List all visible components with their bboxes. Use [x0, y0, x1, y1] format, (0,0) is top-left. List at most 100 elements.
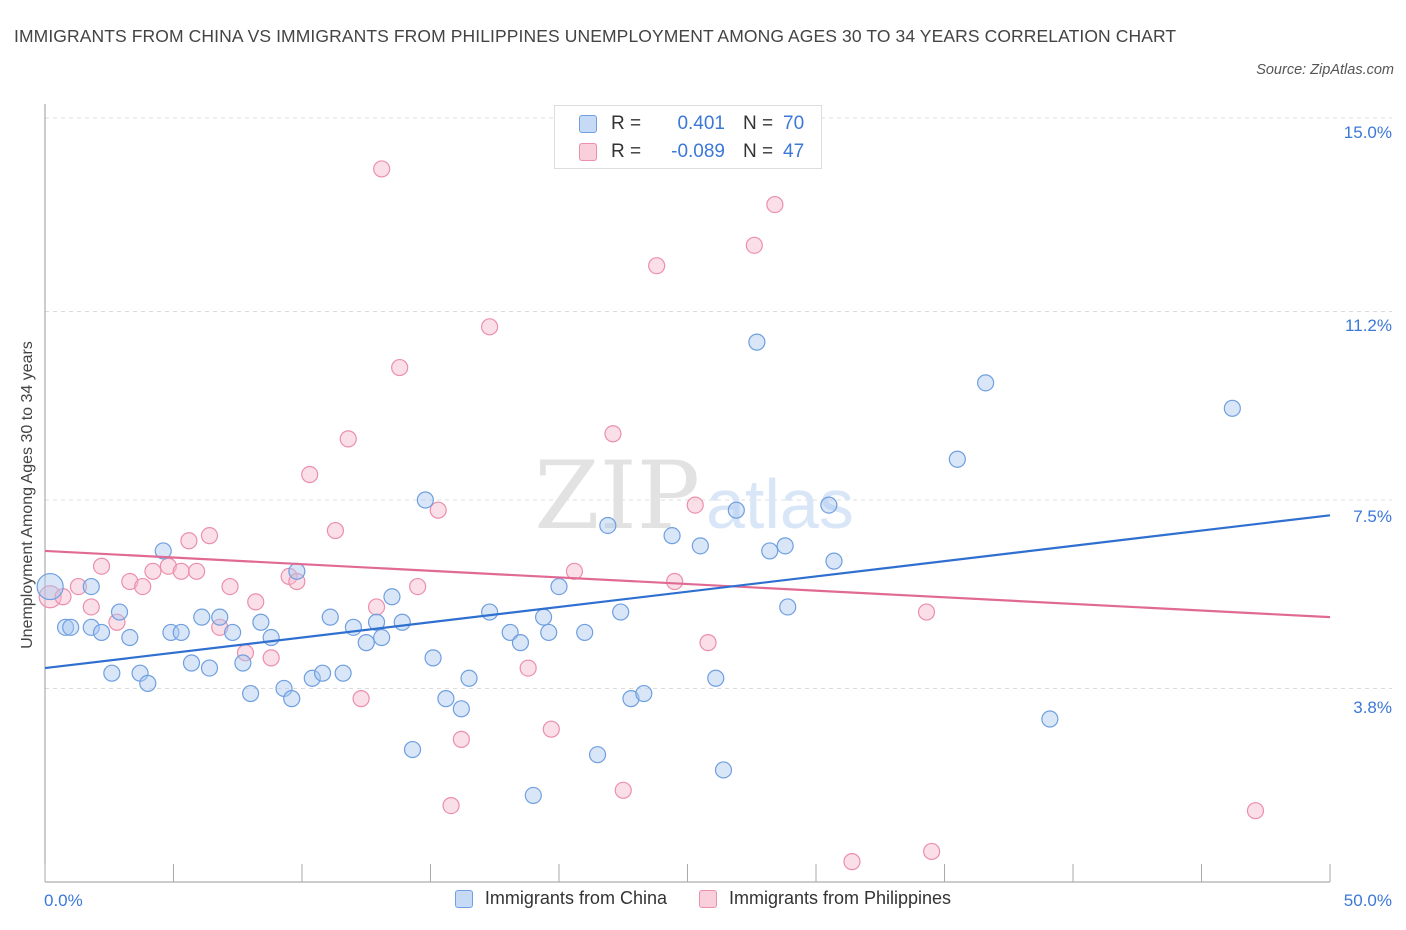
philippines-point: [766, 195, 784, 214]
china-point: [437, 690, 455, 708]
china-point: [779, 598, 797, 616]
china-point: [234, 654, 252, 672]
china-point: [635, 684, 653, 703]
legend-row-china: R = 0.401 N = 70: [579, 111, 804, 137]
china-point: [714, 761, 733, 779]
china-point: [121, 628, 139, 647]
china-point: [36, 572, 64, 601]
philippines-point: [614, 781, 632, 799]
china-trend-line: [44, 514, 1331, 670]
philippines-point: [188, 562, 206, 580]
china-point: [252, 613, 270, 631]
watermark-zip: ZIP: [534, 442, 700, 551]
philippines-r-value: -0.089: [671, 141, 725, 162]
china-point: [534, 608, 553, 626]
philippines-point: [262, 649, 280, 667]
philippines-trend-line: [44, 549, 1331, 619]
china-n-value: 70: [783, 113, 805, 134]
y-tick-label: 15.0%: [1343, 123, 1392, 142]
source-label: Source: ZipAtlas.com: [1256, 62, 1394, 78]
philippines-point: [648, 257, 666, 275]
n-label: N =: [743, 113, 774, 134]
china-point: [540, 623, 558, 642]
philippines-point: [391, 358, 409, 377]
chart-title: IMMIGRANTS FROM CHINA VS IMMIGRANTS FROM…: [14, 26, 1177, 46]
x-tick-label-min: 0.0%: [44, 891, 83, 910]
china-point: [283, 690, 301, 708]
legend-label-china: Immigrants from China: [484, 888, 667, 908]
china-point: [242, 684, 260, 703]
china-point: [622, 690, 640, 708]
philippines-point: [442, 796, 460, 815]
philippines-point: [452, 730, 470, 748]
legend-row-philippines: R = -0.089 N = 47: [579, 139, 804, 165]
china-point: [1223, 399, 1241, 417]
philippines-point: [604, 425, 622, 443]
china-point: [224, 623, 242, 642]
philippines-point: [69, 577, 88, 596]
china-point: [193, 608, 211, 626]
philippines-point: [542, 720, 560, 738]
philippines-point: [1246, 802, 1265, 820]
china-point: [727, 501, 745, 519]
y-tick-label: 7.5%: [1353, 507, 1392, 526]
philippines-point: [326, 521, 345, 540]
china-point: [460, 669, 478, 687]
china-point: [303, 669, 321, 687]
china-point: [416, 491, 434, 509]
china-point: [82, 618, 100, 636]
philippines-point: [367, 598, 386, 616]
philippines-point: [92, 557, 111, 575]
philippines-point: [745, 236, 763, 254]
philippines-point: [843, 853, 861, 871]
philippines-point: [409, 577, 427, 596]
china-point: [691, 537, 709, 555]
philippines-point: [352, 690, 370, 708]
legend-item-china[interactable]: Immigrants from China: [454, 888, 667, 909]
philippines-point: [481, 318, 499, 336]
china-point: [820, 496, 838, 514]
china-point: [139, 674, 157, 692]
china-point: [367, 613, 386, 631]
china-point: [110, 603, 129, 621]
philippines-point: [172, 562, 190, 580]
china-point: [481, 603, 499, 621]
china-point: [373, 628, 391, 647]
china-swatch: [579, 115, 597, 133]
china-point: [550, 577, 568, 596]
china-point: [776, 537, 794, 555]
n-label: N =: [743, 141, 774, 162]
china-point: [82, 577, 100, 596]
philippines-point: [200, 527, 219, 545]
philippines-point: [373, 160, 391, 178]
philippines-point: [686, 496, 704, 514]
china-point: [62, 618, 80, 636]
china-point: [663, 527, 681, 545]
china-point: [154, 542, 172, 560]
philippines-swatch: [698, 889, 717, 908]
china-point: [748, 333, 766, 351]
china-point: [599, 516, 617, 535]
r-label: R =: [611, 113, 642, 134]
philippines-point: [301, 465, 319, 484]
philippines-point: [699, 634, 717, 652]
x-tick-label-max: 50.0%: [1343, 891, 1392, 910]
china-point: [92, 623, 111, 642]
philippines-point: [339, 430, 357, 448]
china-point: [948, 450, 966, 468]
philippines-point: [108, 613, 126, 631]
legend-item-philippines[interactable]: Immigrants from Philippines: [698, 888, 951, 909]
philippines-point: [180, 532, 198, 550]
philippines-point: [121, 572, 139, 591]
china-point: [761, 542, 779, 560]
china-point: [383, 588, 401, 606]
china-point: [182, 654, 201, 672]
china-point: [56, 618, 75, 636]
stats-legend: R = 0.401 N = 70 R = -0.089 N = 47: [554, 105, 822, 169]
series-legend: Immigrants from China Immigrants from Ph…: [0, 888, 1406, 909]
china-point: [321, 608, 339, 626]
china-point: [103, 664, 121, 682]
philippines-point: [38, 585, 62, 609]
china-point: [172, 623, 190, 642]
